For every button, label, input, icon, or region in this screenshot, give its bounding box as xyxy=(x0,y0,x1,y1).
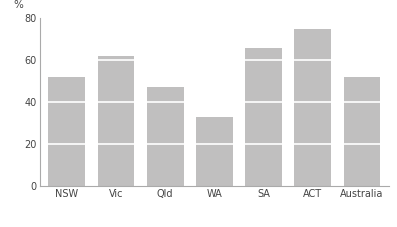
Y-axis label: %: % xyxy=(14,0,24,10)
Bar xyxy=(245,47,282,186)
Bar xyxy=(98,56,135,186)
Bar xyxy=(147,87,184,186)
Bar xyxy=(343,77,380,186)
Bar xyxy=(294,29,331,186)
Bar xyxy=(196,117,233,186)
Bar xyxy=(48,77,85,186)
